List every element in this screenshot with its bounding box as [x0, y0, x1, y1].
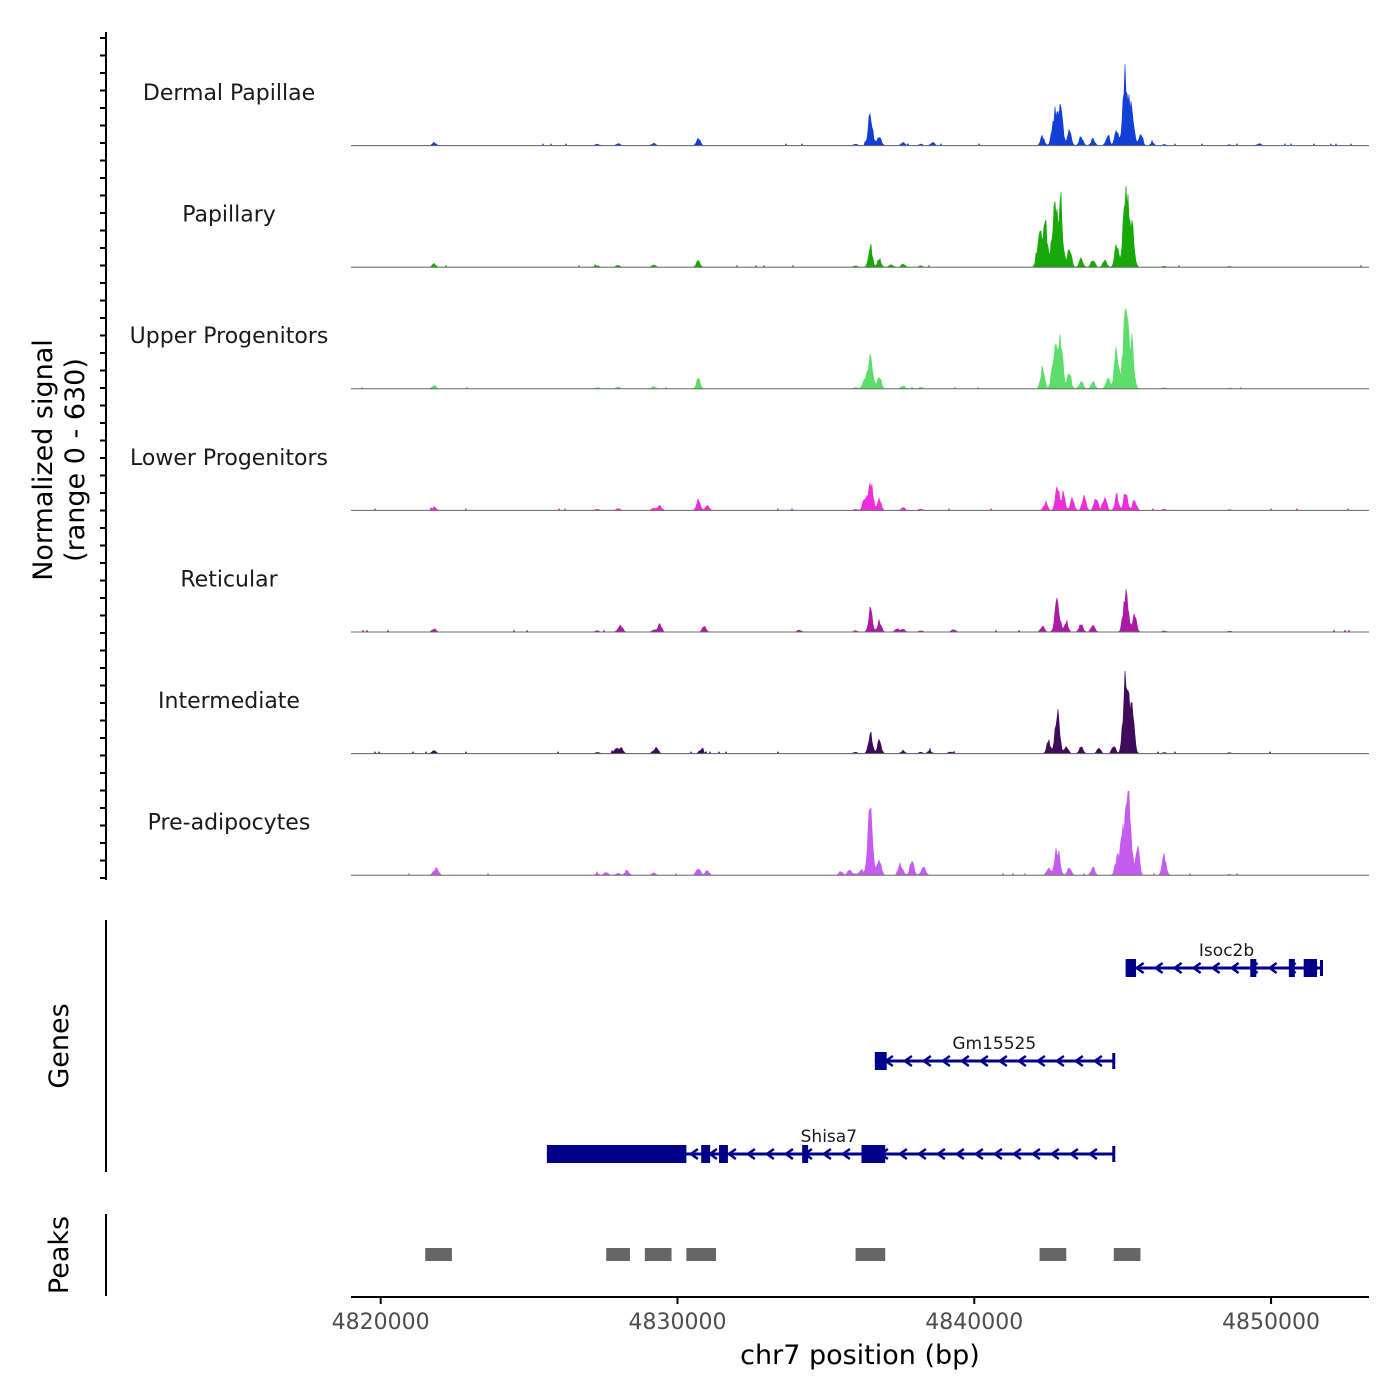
strand-arrow-icon [897, 1147, 908, 1161]
coverage-area [351, 308, 1369, 390]
strand-arrow-icon [1210, 961, 1221, 975]
gene-exon [1250, 959, 1257, 977]
track-label: Intermediate [158, 689, 300, 714]
gene-exon [719, 1145, 728, 1163]
strand-arrow-icon [1068, 1147, 1079, 1161]
strand-arrow-icon [1092, 1054, 1103, 1068]
track-label: Dermal Papillae [143, 81, 315, 106]
gene-exon [1303, 959, 1318, 977]
strand-arrow-icon [1229, 961, 1240, 975]
coverage-track-dermal-papillae: Dermal Papillae [143, 64, 1369, 147]
coverage-track-lower-progenitors: Lower Progenitors [130, 446, 1369, 511]
track-label: Pre-adipocytes [148, 811, 311, 836]
strand-arrow-icon [1153, 961, 1164, 975]
strand-arrow-icon [840, 1147, 851, 1161]
coverage-track-intermediate: Intermediate [158, 670, 1369, 755]
strand-arrow-icon [1134, 961, 1145, 975]
strand-arrow-icon [940, 1054, 951, 1068]
strand-arrow-icon [935, 1147, 946, 1161]
gene-exon [701, 1145, 711, 1163]
y-axis-title: Normalized signal [28, 339, 59, 581]
strand-arrow-icon [921, 1054, 932, 1068]
x-tick-label: 4820000 [332, 1310, 430, 1335]
coverage-track-reticular: Reticular [180, 567, 1369, 633]
peak-region [855, 1248, 886, 1261]
strand-arrow-icon [1011, 1147, 1022, 1161]
strand-arrow-icon [973, 1147, 984, 1161]
coverage-area [351, 482, 1369, 511]
gene-label: Gm15525 [952, 1034, 1036, 1054]
gene-models: Isoc2b Gm15525 Shisa7 [546, 941, 1324, 1163]
gene-exon [1288, 959, 1295, 977]
strand-arrow-icon [1035, 1054, 1046, 1068]
track-label: Reticular [180, 567, 278, 592]
x-axis-ticks: 4820000 4830000 4840000 4850000 [332, 1297, 1320, 1335]
strand-arrow-icon [959, 1054, 970, 1068]
strand-arrow-icon [992, 1147, 1003, 1161]
y-axis-range: (range 0 - 630) [60, 358, 91, 562]
x-axis-title: chr7 position (bp) [740, 1340, 980, 1371]
gene-label: Shisa7 [801, 1127, 857, 1147]
strand-arrow-icon [954, 1147, 965, 1161]
gene-shisa7: Shisa7 [546, 1127, 1116, 1163]
strand-arrow-icon [902, 1054, 913, 1068]
gene-isoc2b: Isoc2b [1125, 941, 1324, 977]
track-label: Upper Progenitors [130, 324, 329, 349]
strand-arrow-icon [1054, 1054, 1065, 1068]
gene-exon [802, 1145, 809, 1163]
strand-arrow-icon [821, 1147, 832, 1161]
genes-label: Genes [44, 1003, 75, 1088]
gene-exon [1125, 959, 1137, 977]
strand-arrow-icon [688, 1147, 699, 1161]
strand-arrow-icon [726, 1147, 737, 1161]
peak-region [1113, 1248, 1141, 1261]
coverage-track-papillary: Papillary [182, 185, 1369, 268]
strand-arrow-icon [1267, 961, 1278, 975]
strand-arrow-icon [916, 1147, 927, 1161]
strand-arrow-icon [1030, 1147, 1041, 1161]
strand-arrow-icon [764, 1147, 775, 1161]
x-tick-label: 4840000 [925, 1310, 1023, 1335]
strand-arrow-icon [978, 1054, 989, 1068]
coverage-y-ticks [100, 37, 106, 879]
strand-arrow-icon [1087, 1147, 1098, 1161]
strand-arrow-icon [1016, 1054, 1027, 1068]
coverage-track-pre-adipocytes: Pre-adipocytes [148, 790, 1369, 876]
peak-regions [425, 1248, 1141, 1261]
gene-label: Isoc2b [1199, 941, 1254, 961]
coverage-y-title: Normalized signal (range 0 - 630) [28, 339, 91, 581]
x-tick-label: 4830000 [628, 1310, 726, 1335]
strand-arrow-icon [1049, 1147, 1060, 1161]
peak-region [606, 1248, 630, 1261]
coverage-track-upper-progenitors: Upper Progenitors [130, 308, 1369, 390]
peak-region [686, 1248, 717, 1261]
coverage-area [351, 589, 1369, 633]
peak-region [644, 1248, 672, 1261]
gene-exon [861, 1145, 886, 1163]
coverage-area [351, 790, 1369, 876]
peaks-label: Peaks [44, 1216, 75, 1294]
coverage-area [351, 670, 1369, 754]
track-label: Lower Progenitors [130, 446, 328, 471]
gene-gm15525: Gm15525 [874, 1034, 1116, 1070]
strand-arrow-icon [745, 1147, 756, 1161]
peak-region [425, 1248, 452, 1261]
gene-exon [546, 1145, 687, 1163]
strand-arrow-icon [783, 1147, 794, 1161]
coverage-tracks: Dermal Papillae Papillary Upper Progenitor… [130, 64, 1369, 876]
coverage-area [351, 185, 1369, 268]
coverage-area [351, 64, 1369, 146]
strand-arrow-icon [997, 1054, 1008, 1068]
strand-arrow-icon [1172, 961, 1183, 975]
strand-arrow-icon [1191, 961, 1202, 975]
gene-exon [874, 1052, 887, 1070]
x-tick-label: 4850000 [1222, 1310, 1320, 1335]
track-label: Papillary [182, 203, 276, 228]
strand-arrow-icon [1073, 1054, 1084, 1068]
peak-region [1039, 1248, 1067, 1261]
